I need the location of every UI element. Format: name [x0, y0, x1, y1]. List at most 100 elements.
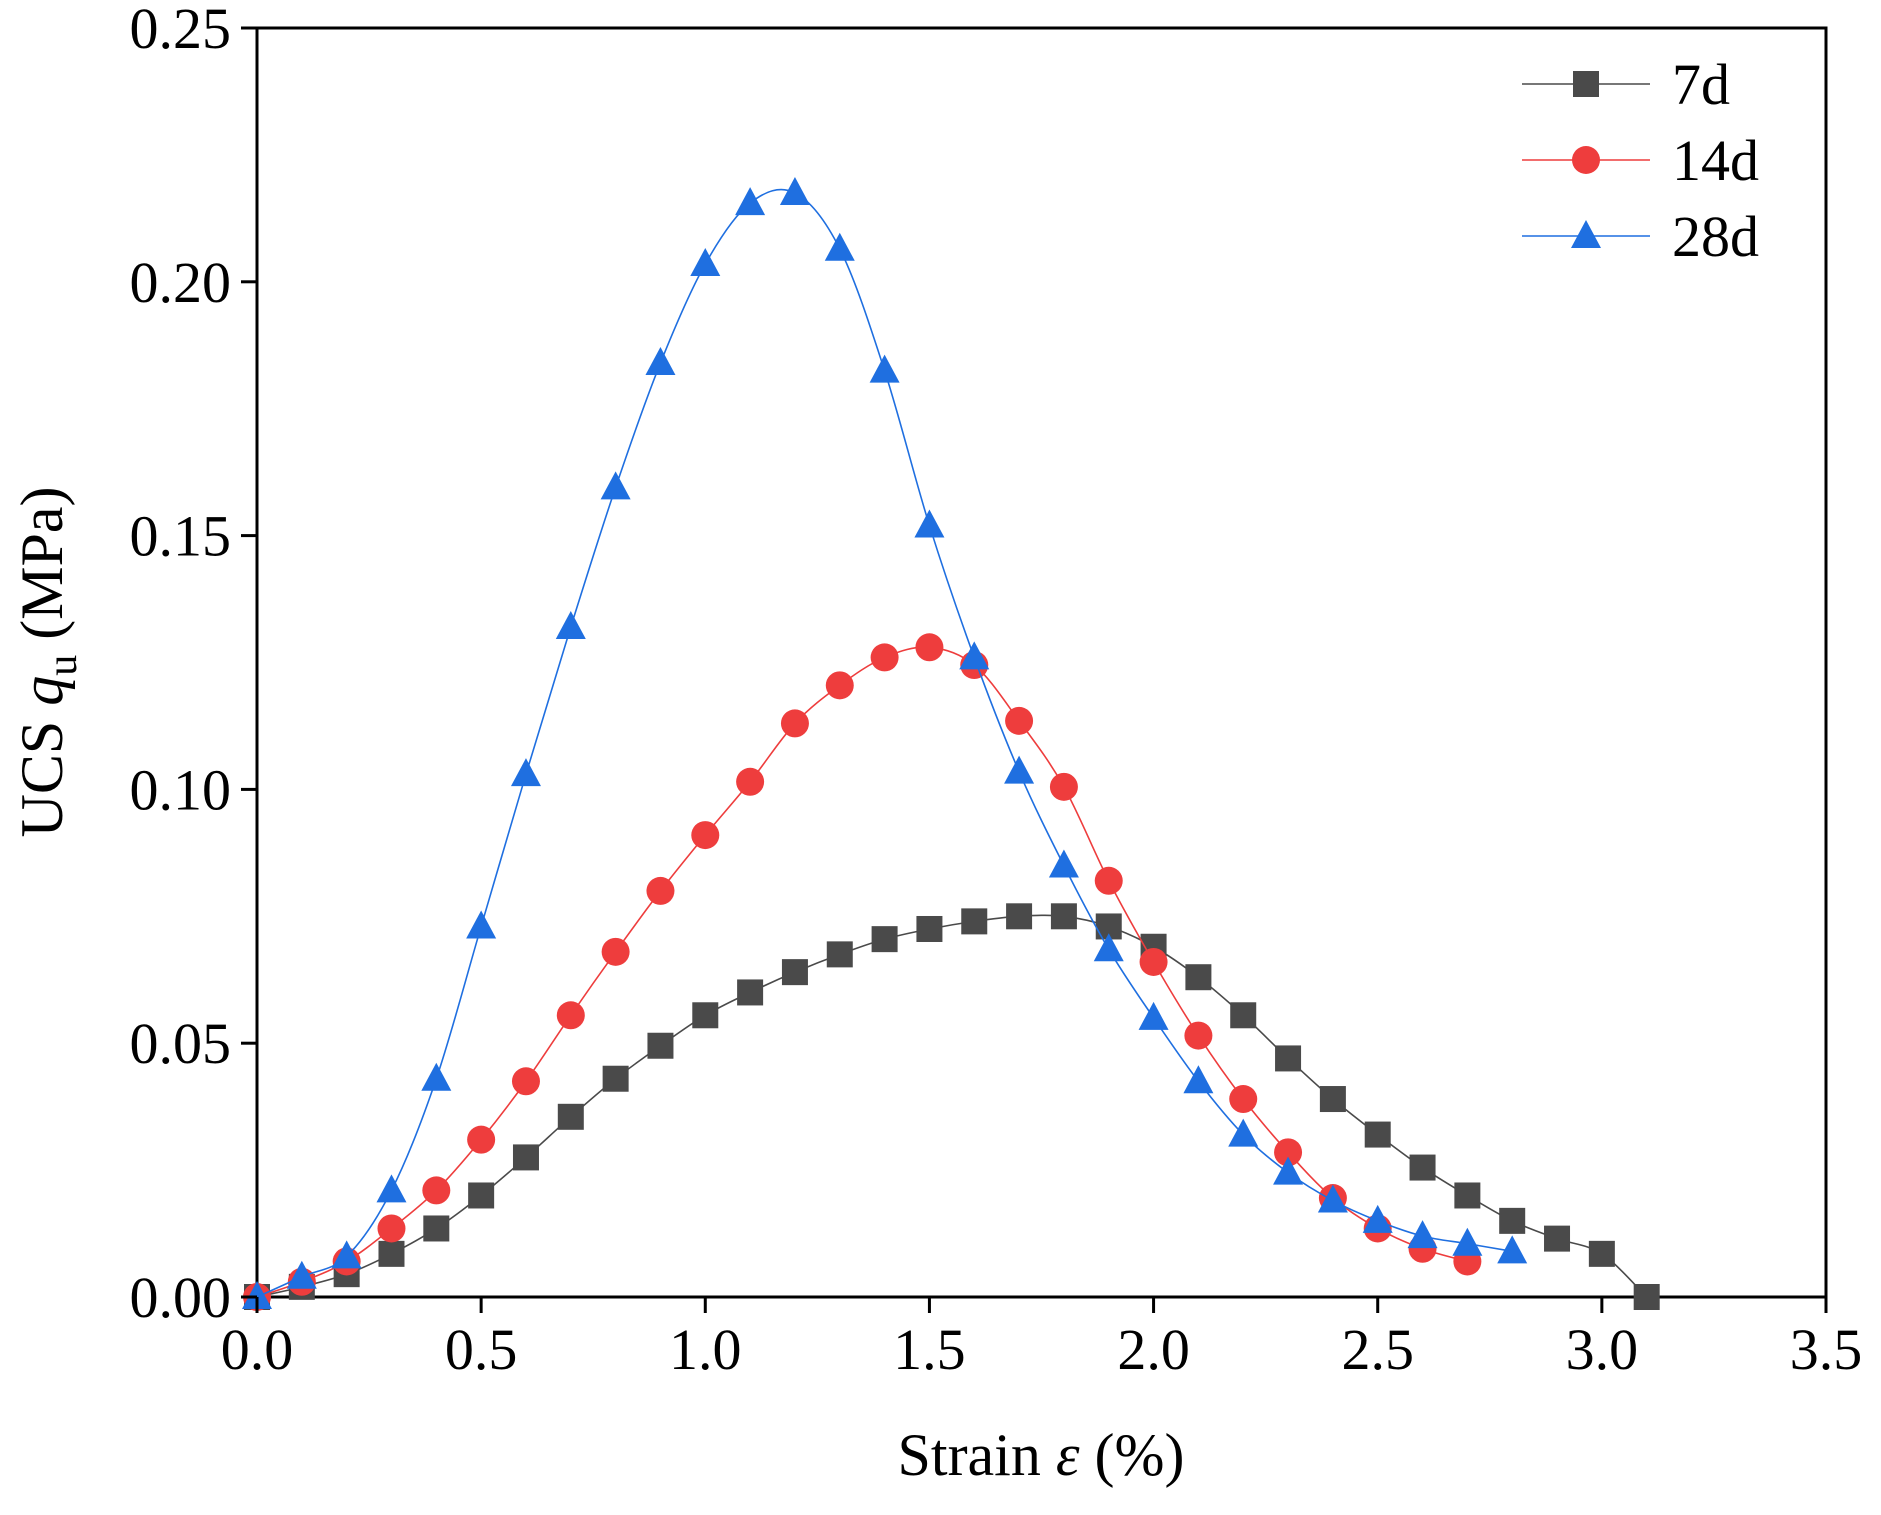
x-tick-label: 1.5: [893, 1317, 966, 1382]
legend-label: 28d: [1672, 204, 1759, 269]
data-point-28d-5: [466, 910, 497, 939]
data-point-14d-22: [1229, 1085, 1258, 1114]
data-point-28d-22: [1228, 1118, 1259, 1147]
legend-item-28d: 28d: [1522, 204, 1759, 269]
data-point-14d-13: [825, 671, 854, 700]
y-tick-label: 0.10: [130, 757, 232, 822]
data-point-7d-17: [1006, 903, 1033, 930]
data-point-28d-8: [600, 471, 631, 500]
x-axis-title: Strain ε (%): [898, 1422, 1185, 1488]
data-point-14d-5: [467, 1125, 496, 1154]
series-28d: [242, 176, 1528, 1309]
data-point-7d-5: [468, 1182, 495, 1209]
data-point-28d-1: [286, 1260, 317, 1289]
data-point-14d-15: [915, 633, 944, 662]
data-point-28d-12: [779, 176, 810, 205]
data-point-7d-8: [602, 1065, 629, 1092]
data-point-7d-23: [1275, 1045, 1302, 1072]
legend-marker: [1573, 71, 1599, 97]
data-point-7d-24: [1319, 1086, 1346, 1113]
data-point-7d-13: [826, 941, 853, 968]
data-point-28d-2: [331, 1240, 362, 1269]
legend-item-7d: 7d: [1522, 52, 1730, 117]
data-point-7d-4: [423, 1215, 450, 1242]
y-tick-label: 0.15: [130, 504, 232, 569]
data-point-7d-28: [1499, 1207, 1526, 1234]
data-point-28d-14: [869, 354, 900, 383]
data-point-7d-15: [916, 915, 943, 942]
data-point-7d-27: [1454, 1182, 1481, 1209]
data-point-28d-10: [690, 248, 721, 277]
data-point-14d-9: [646, 876, 675, 905]
y-tick-label: 0.25: [130, 0, 232, 61]
x-tick-label: 0.0: [221, 1317, 294, 1382]
data-point-14d-19: [1094, 866, 1123, 895]
data-point-7d-29: [1544, 1225, 1571, 1252]
legend-marker: [1572, 146, 1600, 174]
y-tick-label: 0.20: [130, 250, 232, 315]
data-point-14d-17: [1005, 706, 1034, 735]
data-point-7d-10: [692, 1002, 719, 1029]
data-point-28d-6: [510, 758, 541, 787]
legend-item-14d: 14d: [1522, 128, 1759, 193]
y-tick-label: 0.05: [130, 1011, 232, 1076]
series-layer: [242, 176, 1660, 1311]
data-point-7d-3: [378, 1240, 405, 1267]
legend-label: 7d: [1672, 52, 1730, 117]
data-point-28d-17: [1004, 755, 1035, 784]
data-point-14d-14: [870, 643, 899, 672]
x-tick-label: 3.5: [1790, 1317, 1863, 1382]
data-point-7d-21: [1185, 964, 1212, 991]
data-point-14d-21: [1184, 1021, 1213, 1050]
data-point-28d-23: [1273, 1156, 1304, 1185]
series-7d: [244, 903, 1660, 1310]
data-point-14d-11: [736, 767, 765, 796]
x-tick-label: 2.5: [1341, 1317, 1414, 1382]
data-point-14d-8: [601, 937, 630, 966]
data-point-28d-26: [1407, 1220, 1438, 1249]
data-point-7d-16: [961, 908, 988, 935]
data-point-28d-27: [1452, 1227, 1483, 1256]
data-point-14d-3: [377, 1214, 406, 1243]
data-point-28d-18: [1048, 849, 1079, 878]
y-tick-label: 0.00: [130, 1265, 232, 1330]
data-point-14d-6: [511, 1067, 540, 1096]
data-point-28d-3: [376, 1174, 407, 1203]
data-point-28d-0: [242, 1281, 272, 1309]
data-point-28d-21: [1183, 1065, 1214, 1094]
data-point-14d-20: [1139, 947, 1168, 976]
data-point-7d-18: [1050, 903, 1077, 930]
data-point-7d-22: [1230, 1002, 1257, 1029]
data-point-28d-20: [1138, 1001, 1169, 1030]
data-point-7d-6: [512, 1144, 539, 1171]
x-tick-label: 2.0: [1117, 1317, 1190, 1382]
data-point-28d-19: [1093, 933, 1124, 962]
data-point-28d-9: [645, 347, 676, 376]
data-point-28d-13: [824, 232, 855, 261]
data-point-7d-26: [1409, 1154, 1436, 1181]
series-line-28d: [256, 188, 1513, 1298]
data-point-7d-25: [1364, 1121, 1391, 1148]
data-point-14d-23: [1274, 1138, 1303, 1167]
data-point-28d-4: [421, 1062, 452, 1091]
data-point-14d-4: [422, 1176, 451, 1205]
data-point-7d-30: [1588, 1240, 1615, 1267]
data-point-28d-24: [1317, 1184, 1348, 1213]
data-point-28d-11: [735, 187, 766, 216]
data-point-14d-7: [556, 1001, 585, 1030]
legend: 7d 14d 28d: [1522, 52, 1759, 269]
x-tick-label: 3.0: [1566, 1317, 1639, 1382]
series-14d: [243, 633, 1482, 1311]
data-point-28d-25: [1362, 1204, 1393, 1233]
data-point-28d-7: [555, 610, 586, 639]
data-point-7d-11: [737, 979, 764, 1006]
data-point-14d-12: [780, 709, 809, 738]
x-tick-label: 0.5: [445, 1317, 518, 1382]
data-point-7d-14: [871, 926, 898, 953]
data-point-14d-18: [1049, 772, 1078, 801]
data-point-14d-10: [691, 821, 720, 850]
y-axis-title: UCS qu (MPa): [9, 486, 86, 837]
data-point-7d-9: [647, 1032, 674, 1059]
ticks-layer: 0.0 0.5 1.0 1.5 2.0 2.5 3.0 3.5 0.00 0.05 0.10 0.15…: [130, 0, 1863, 1382]
